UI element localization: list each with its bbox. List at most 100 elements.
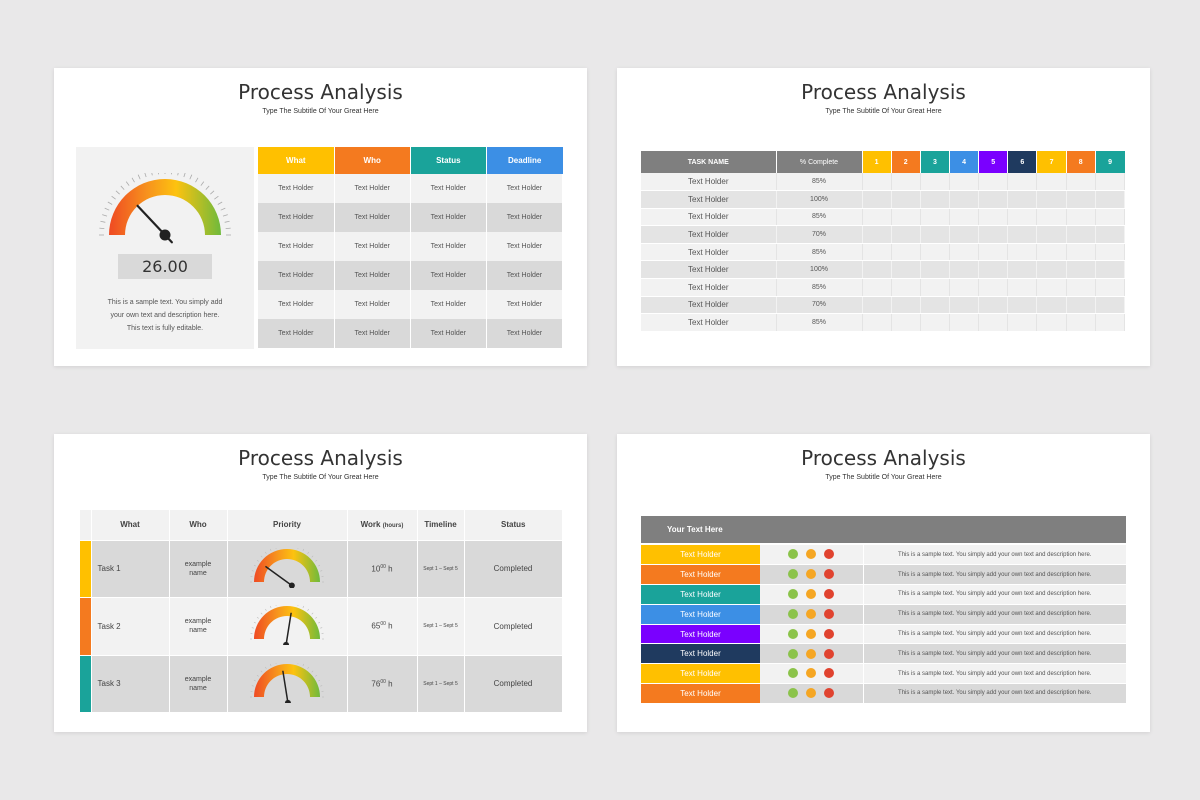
gauge-tick bbox=[318, 679, 321, 682]
gauge-tick bbox=[260, 612, 263, 615]
header-percent-complete: % Complete bbox=[776, 151, 863, 173]
gantt-cell bbox=[978, 243, 1009, 262]
gantt-cell bbox=[1036, 208, 1067, 227]
row-accent bbox=[80, 597, 92, 656]
status: Completed bbox=[464, 540, 563, 598]
gauge-needle bbox=[285, 612, 292, 646]
task-name-cell: Text Holder bbox=[641, 225, 777, 244]
gantt-cell bbox=[1095, 208, 1126, 227]
header-status: Status bbox=[410, 147, 487, 174]
slide-process-analysis-priority[interactable]: Process Analysis Type The Subtitle Of Yo… bbox=[54, 434, 587, 732]
task-name-cell: Text Holder bbox=[641, 173, 777, 192]
gauge-value: 26.00 bbox=[118, 254, 212, 279]
gauge-tick bbox=[195, 177, 199, 183]
percent-cell: 85% bbox=[776, 278, 863, 297]
gantt-cell bbox=[920, 313, 950, 332]
gauge-hub bbox=[288, 582, 295, 589]
gantt-cell bbox=[978, 278, 1009, 297]
gantt-cell bbox=[862, 243, 892, 262]
slide-process-analysis-gantt[interactable]: Process Analysis Type The Subtitle Of Yo… bbox=[617, 68, 1150, 366]
table-cell: Text Holder bbox=[486, 174, 564, 203]
row-label: Text Holder bbox=[641, 624, 760, 645]
green-status-dot-icon bbox=[788, 589, 799, 600]
row-description: This is a sample text. You simply add yo… bbox=[862, 584, 1126, 605]
row-description: This is a sample text. You simply add yo… bbox=[862, 545, 1126, 566]
slide-subtitle: Type The Subtitle Of Your Great Here bbox=[825, 108, 942, 115]
timeline: Sept 1 – Sept 5 bbox=[417, 655, 465, 713]
gauge-tick bbox=[265, 666, 267, 669]
percent-cell: 85% bbox=[776, 243, 863, 262]
gauge-description: This is a sample text. You simply add yo… bbox=[107, 299, 223, 332]
header-col-1: 1 bbox=[862, 151, 892, 173]
gauge-arc bbox=[254, 606, 320, 640]
task-completion-table: TASK NAME % Complete 1 2 3 4 5 6 7 8 9 T… bbox=[641, 151, 1126, 332]
amber-status-dot-icon bbox=[806, 628, 817, 639]
table-row: Text Holder 85% bbox=[641, 278, 1126, 297]
gantt-cell bbox=[1095, 243, 1126, 262]
gantt-cell bbox=[949, 278, 980, 297]
slide-process-analysis-gauge[interactable]: Process Analysis Type The Subtitle Of Yo… bbox=[54, 68, 587, 366]
status: Completed bbox=[464, 655, 563, 713]
gauge-tick bbox=[320, 627, 323, 629]
gauge-tick bbox=[318, 622, 321, 624]
gantt-cell bbox=[1007, 296, 1038, 315]
table-row: Text Holder 85% bbox=[641, 243, 1126, 262]
table-cell: Text Holder bbox=[258, 319, 335, 348]
gauge-tick bbox=[315, 559, 318, 562]
gantt-cell bbox=[1066, 313, 1096, 332]
priority-gauge-cell bbox=[227, 540, 348, 598]
header-col-2: 2 bbox=[891, 151, 921, 173]
amber-status-dot-icon bbox=[806, 569, 817, 580]
gantt-cell bbox=[891, 225, 921, 244]
header-col-3: 3 bbox=[920, 151, 950, 173]
header-col-8: 8 bbox=[1066, 151, 1096, 173]
gantt-cell bbox=[949, 243, 980, 262]
gauge-tick bbox=[275, 661, 277, 664]
assignee: example name bbox=[169, 540, 228, 598]
slide-process-analysis-status[interactable]: Process Analysis Type The Subtitle Of Yo… bbox=[617, 434, 1150, 732]
green-status-dot-icon bbox=[788, 569, 799, 580]
gauge-tick bbox=[315, 674, 318, 677]
green-status-dot-icon bbox=[788, 648, 799, 659]
header-col-9: 9 bbox=[1095, 151, 1125, 173]
gantt-cell bbox=[862, 296, 892, 315]
red-status-dot-icon bbox=[824, 549, 835, 560]
gauge-tick bbox=[269, 606, 272, 609]
gauge-tick bbox=[158, 173, 160, 175]
gauge-tick bbox=[253, 622, 256, 624]
gauge-tick bbox=[104, 207, 110, 211]
table-cell: Text Holder bbox=[486, 290, 564, 319]
task-name-cell: Text Holder bbox=[641, 190, 777, 209]
table-row: Text Holder Text Holder Text Holder Text Ho… bbox=[258, 203, 564, 232]
gauge-tick bbox=[144, 173, 147, 178]
gauge-tick bbox=[177, 173, 179, 176]
status-dots bbox=[760, 584, 863, 605]
row-label: Text Holder bbox=[641, 584, 760, 605]
gauge-tick bbox=[265, 551, 267, 554]
red-status-dot-icon bbox=[824, 688, 835, 699]
header-deadline: Deadline bbox=[486, 147, 563, 174]
gantt-cell bbox=[891, 208, 921, 227]
gauge-tick bbox=[302, 606, 305, 609]
red-status-dot-icon bbox=[824, 589, 835, 600]
gauge-tick bbox=[260, 555, 263, 558]
speedometer-gauge bbox=[99, 173, 231, 244]
priority-gauge-cell bbox=[227, 655, 348, 713]
header-timeline: Timeline bbox=[417, 510, 465, 541]
gantt-cell bbox=[891, 296, 921, 315]
table-row: Text Holder Text Holder Text Holder Text Ho… bbox=[258, 290, 564, 319]
row-label: Text Holder bbox=[641, 643, 760, 665]
task-priority-table: What Who Priority Work (hours) Timeline … bbox=[80, 510, 563, 713]
gauge-tick bbox=[307, 609, 309, 612]
task-name-cell: Text Holder bbox=[641, 278, 777, 297]
slide-title: Process Analysis bbox=[801, 80, 966, 104]
header-col-4: 4 bbox=[949, 151, 980, 173]
gantt-cell bbox=[1036, 243, 1067, 262]
green-status-dot-icon bbox=[788, 668, 799, 679]
status-dots bbox=[760, 545, 863, 566]
table-row: Text Holder This is a sample text. You si… bbox=[641, 604, 1126, 625]
table-row: Text Holder Text Holder Text Holder Text Ho… bbox=[258, 261, 564, 290]
row-description: This is a sample text. You simply add yo… bbox=[862, 643, 1126, 665]
table-cell: Text Holder bbox=[410, 203, 487, 232]
percent-cell: 70% bbox=[776, 225, 863, 244]
